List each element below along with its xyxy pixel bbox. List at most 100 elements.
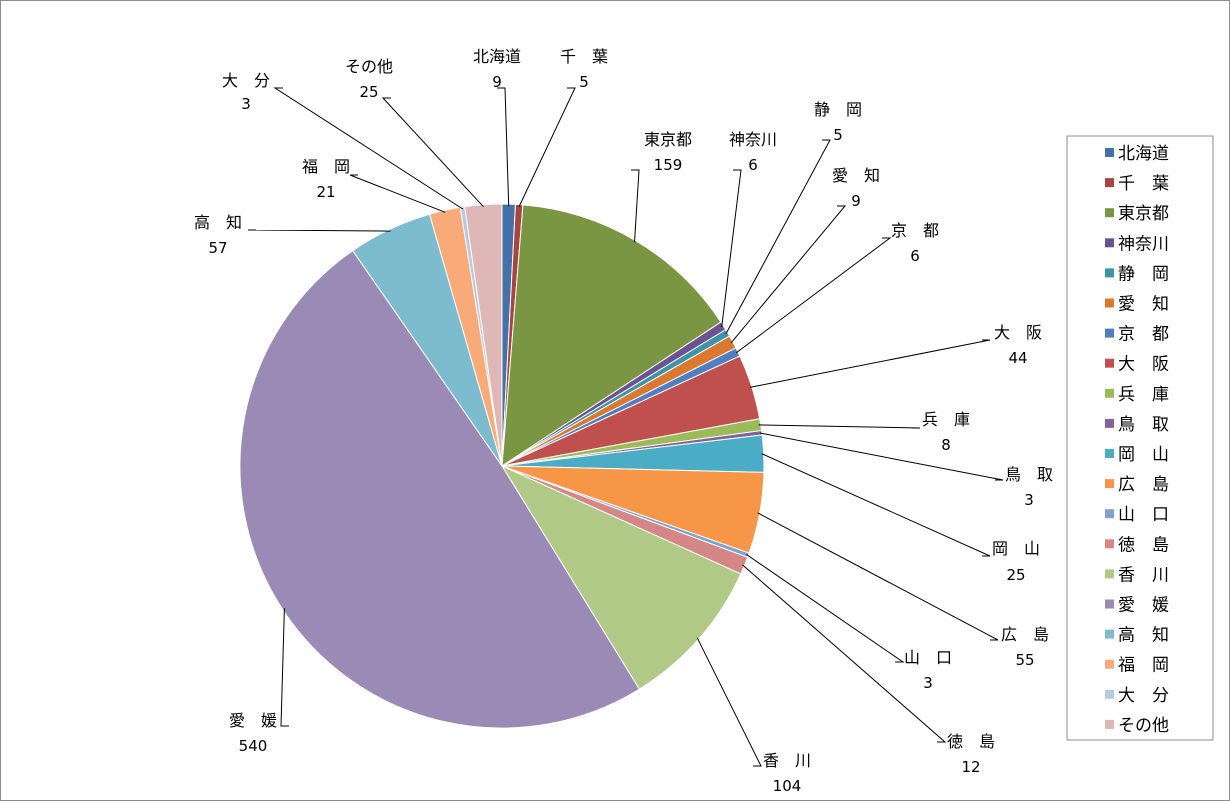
data-label-value-大阪: 44 xyxy=(1008,349,1027,367)
leader-line-大分 xyxy=(273,87,464,210)
leader-line-大阪 xyxy=(749,339,991,388)
data-label-name-愛媛: 愛 媛 xyxy=(229,711,277,730)
leader-line-愛媛 xyxy=(280,608,289,727)
legend-frame xyxy=(1066,135,1214,741)
legend-label-広島: 広 島 xyxy=(1118,475,1169,495)
legend-label-兵庫: 兵 庫 xyxy=(1118,385,1169,405)
legend-swatch-北海道 xyxy=(1105,148,1114,157)
legend-swatch-香川 xyxy=(1105,569,1114,579)
legend-label-鳥取: 鳥 取 xyxy=(1118,415,1169,435)
leader-line-広島 xyxy=(757,512,999,641)
data-label-name-徳島: 徳 島 xyxy=(947,732,995,751)
legend-swatch-大阪 xyxy=(1105,358,1114,368)
data-label-value-その他: 25 xyxy=(359,83,378,101)
legend-swatch-広島 xyxy=(1105,479,1114,489)
leader-line-その他 xyxy=(381,97,484,208)
data-label-value-福岡: 21 xyxy=(316,183,335,201)
legend-label-大分: 大 分 xyxy=(1118,686,1169,706)
data-label-name-香川: 香 川 xyxy=(763,751,811,770)
data-label-name-山口: 山 口 xyxy=(904,648,952,667)
legend-label-神奈川: 神奈川 xyxy=(1118,234,1169,254)
legend-swatch-京都 xyxy=(1105,328,1114,338)
leader-line-山口 xyxy=(746,554,905,663)
leader-line-徳島 xyxy=(742,564,947,743)
data-label-value-静岡: 5 xyxy=(833,126,843,144)
legend-label-愛媛: 愛 媛 xyxy=(1118,596,1169,616)
data-label-value-広島: 55 xyxy=(1015,651,1034,669)
data-label-name-東京都: 東京都 xyxy=(644,130,692,149)
leader-line-高知 xyxy=(247,229,391,232)
data-label-name-福岡: 福 岡 xyxy=(302,157,350,176)
legend-label-徳島: 徳 島 xyxy=(1118,535,1169,555)
data-label-value-神奈川: 6 xyxy=(748,156,758,174)
leader-line-香川 xyxy=(696,637,762,767)
pie-slice-香川 xyxy=(500,464,742,690)
data-label-name-鳥取: 鳥 取 xyxy=(1005,465,1053,484)
data-label-value-愛媛: 540 xyxy=(239,737,268,755)
data-labels: 北海道 9 千 葉 5 東京都 159 神奈川 6 静 岡 5 愛 知 9 京 都 6 大 阪 44 兵 庫 8 鳥… xyxy=(194,47,1053,795)
legend-label-山口: 山 口 xyxy=(1118,505,1169,525)
data-label-name-その他: その他 xyxy=(345,57,393,76)
leader-line-鳥取 xyxy=(759,432,1004,481)
data-label-value-北海道: 9 xyxy=(492,73,502,91)
data-label-value-千葉: 5 xyxy=(579,73,589,91)
legend-label-大阪: 大 阪 xyxy=(1118,355,1169,375)
data-label-value-岡山: 25 xyxy=(1006,566,1025,584)
legend-label-その他: その他 xyxy=(1118,716,1169,736)
data-label-name-千葉: 千 葉 xyxy=(560,47,608,66)
data-label-value-愛知: 9 xyxy=(851,192,861,210)
legend-swatch-千葉 xyxy=(1105,178,1114,188)
data-label-value-鳥取: 3 xyxy=(1024,491,1034,509)
legend-swatch-愛媛 xyxy=(1105,599,1114,609)
data-label-name-高知: 高 知 xyxy=(194,213,242,232)
leader-line-福岡 xyxy=(349,174,446,213)
leader-line-静岡 xyxy=(725,139,831,335)
data-label-name-大分: 大 分 xyxy=(222,71,270,90)
leader-line-神奈川 xyxy=(721,169,742,327)
legend-swatch-福岡 xyxy=(1105,659,1114,669)
data-label-value-京都: 6 xyxy=(910,247,920,265)
legend-swatch-神奈川 xyxy=(1105,238,1114,248)
leader-line-愛知 xyxy=(730,205,847,344)
legend-swatch-兵庫 xyxy=(1105,388,1114,398)
legend-swatch-東京都 xyxy=(1105,208,1114,218)
legend-label-北海道: 北海道 xyxy=(1118,144,1169,164)
legend-swatch-大分 xyxy=(1105,689,1114,699)
data-label-name-静岡: 静 岡 xyxy=(814,100,862,119)
data-label-value-徳島: 12 xyxy=(961,758,980,776)
data-label-name-北海道: 北海道 xyxy=(473,47,521,66)
data-label-name-兵庫: 兵 庫 xyxy=(922,410,970,429)
legend-swatch-山口 xyxy=(1105,509,1114,519)
data-label-value-兵庫: 8 xyxy=(941,436,951,454)
data-label-name-岡山: 岡 山 xyxy=(992,539,1040,558)
legend-label-京都: 京 都 xyxy=(1118,325,1169,345)
leader-line-兵庫 xyxy=(758,424,921,429)
leader-line-千葉 xyxy=(518,87,576,207)
legend-swatch-岡山 xyxy=(1105,449,1114,458)
legend-label-福岡: 福 岡 xyxy=(1118,656,1169,676)
legend-swatch-静岡 xyxy=(1105,268,1114,278)
data-label-name-神奈川: 神奈川 xyxy=(729,130,777,149)
data-label-value-大分: 3 xyxy=(241,95,251,113)
data-label-name-京都: 京 都 xyxy=(891,221,939,240)
data-label-name-大阪: 大 阪 xyxy=(994,323,1042,342)
legend-swatch-徳島 xyxy=(1105,539,1114,549)
legend-label-愛知: 愛 知 xyxy=(1118,295,1169,315)
leader-lines xyxy=(247,87,1004,767)
legend-swatch-鳥取 xyxy=(1105,418,1114,428)
leader-line-岡山 xyxy=(761,453,991,557)
pie-slice-愛媛 xyxy=(239,249,641,729)
pie-slice-東京都 xyxy=(501,204,722,467)
data-label-value-高知: 57 xyxy=(208,239,227,257)
legend-swatch-その他 xyxy=(1105,719,1114,729)
data-label-name-広島: 広 島 xyxy=(1001,625,1049,644)
legend-label-岡山: 岡 山 xyxy=(1118,445,1169,465)
legend-label-高知: 高 知 xyxy=(1118,626,1169,646)
data-label-value-香川: 104 xyxy=(773,777,802,795)
pie-slices xyxy=(239,203,765,729)
data-label-value-東京都: 159 xyxy=(654,156,683,174)
legend-label-千葉: 千 葉 xyxy=(1118,174,1169,194)
legend-swatch-愛知 xyxy=(1105,298,1114,308)
